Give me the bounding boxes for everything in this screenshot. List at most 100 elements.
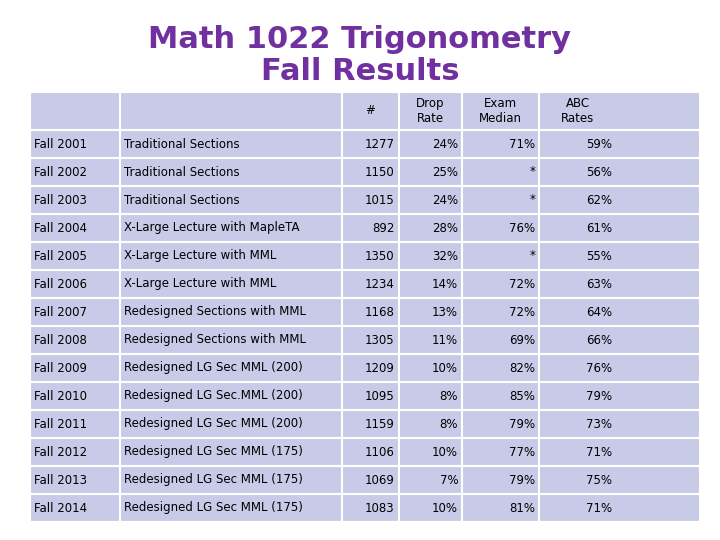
Text: 1159: 1159 xyxy=(364,417,395,430)
Text: 63%: 63% xyxy=(586,278,612,291)
FancyBboxPatch shape xyxy=(30,326,700,354)
Text: Fall 2006: Fall 2006 xyxy=(34,278,87,291)
Text: 66%: 66% xyxy=(586,334,612,347)
Text: 1277: 1277 xyxy=(364,138,395,151)
Text: 1083: 1083 xyxy=(365,502,395,515)
FancyBboxPatch shape xyxy=(30,92,700,130)
Text: 8%: 8% xyxy=(440,389,458,402)
Text: 10%: 10% xyxy=(432,502,458,515)
Text: Fall 2014: Fall 2014 xyxy=(34,502,87,515)
Text: Traditional Sections: Traditional Sections xyxy=(125,138,240,151)
Text: Redesigned Sections with MML: Redesigned Sections with MML xyxy=(125,306,307,319)
FancyBboxPatch shape xyxy=(30,438,700,466)
Text: 72%: 72% xyxy=(509,278,535,291)
Text: Fall 2004: Fall 2004 xyxy=(34,221,87,234)
Text: Redesigned Sections with MML: Redesigned Sections with MML xyxy=(125,334,307,347)
Text: 55%: 55% xyxy=(586,249,612,262)
Text: Drop
Rate: Drop Rate xyxy=(416,97,444,125)
Text: 69%: 69% xyxy=(509,334,535,347)
Text: 892: 892 xyxy=(372,221,395,234)
Text: Redesigned LG Sec MML (200): Redesigned LG Sec MML (200) xyxy=(125,417,303,430)
Text: 81%: 81% xyxy=(509,502,535,515)
FancyBboxPatch shape xyxy=(30,494,700,522)
Text: Fall 2011: Fall 2011 xyxy=(34,417,87,430)
Text: Traditional Sections: Traditional Sections xyxy=(125,165,240,179)
Text: 32%: 32% xyxy=(432,249,458,262)
Text: Math 1022 Trigonometry: Math 1022 Trigonometry xyxy=(148,25,572,55)
Text: 71%: 71% xyxy=(509,138,535,151)
Text: 13%: 13% xyxy=(432,306,458,319)
Text: 1350: 1350 xyxy=(365,249,395,262)
Text: 1069: 1069 xyxy=(364,474,395,487)
Text: 76%: 76% xyxy=(509,221,535,234)
Text: 76%: 76% xyxy=(586,361,612,375)
Text: 79%: 79% xyxy=(586,389,612,402)
Text: Redesigned LG Sec MML (175): Redesigned LG Sec MML (175) xyxy=(125,446,303,458)
Text: 14%: 14% xyxy=(432,278,458,291)
Text: ABC
Rates: ABC Rates xyxy=(561,97,594,125)
FancyBboxPatch shape xyxy=(30,130,700,158)
Text: Redesigned LG Sec MML (175): Redesigned LG Sec MML (175) xyxy=(125,474,303,487)
Text: 28%: 28% xyxy=(432,221,458,234)
Text: Fall 2002: Fall 2002 xyxy=(34,165,87,179)
Text: 1168: 1168 xyxy=(364,306,395,319)
Text: 8%: 8% xyxy=(440,417,458,430)
FancyBboxPatch shape xyxy=(30,186,700,214)
Text: 11%: 11% xyxy=(432,334,458,347)
FancyBboxPatch shape xyxy=(30,214,700,242)
Text: Fall 2008: Fall 2008 xyxy=(34,334,87,347)
Text: 24%: 24% xyxy=(432,193,458,206)
Text: 25%: 25% xyxy=(432,165,458,179)
Text: Fall 2003: Fall 2003 xyxy=(34,193,87,206)
Text: 1015: 1015 xyxy=(365,193,395,206)
Text: #: # xyxy=(365,105,375,118)
Text: 79%: 79% xyxy=(509,417,535,430)
Text: 79%: 79% xyxy=(509,474,535,487)
Text: 71%: 71% xyxy=(586,502,612,515)
Text: Fall 2013: Fall 2013 xyxy=(34,474,87,487)
Text: 1095: 1095 xyxy=(365,389,395,402)
Text: Fall 2010: Fall 2010 xyxy=(34,389,87,402)
Text: 1150: 1150 xyxy=(365,165,395,179)
Text: 73%: 73% xyxy=(586,417,612,430)
Text: 71%: 71% xyxy=(586,446,612,458)
FancyBboxPatch shape xyxy=(30,466,700,494)
Text: 62%: 62% xyxy=(586,193,612,206)
Text: 10%: 10% xyxy=(432,446,458,458)
Text: 1209: 1209 xyxy=(364,361,395,375)
Text: 56%: 56% xyxy=(586,165,612,179)
Text: 64%: 64% xyxy=(586,306,612,319)
Text: X-Large Lecture with MML: X-Large Lecture with MML xyxy=(125,278,276,291)
Text: 61%: 61% xyxy=(586,221,612,234)
FancyBboxPatch shape xyxy=(30,298,700,326)
FancyBboxPatch shape xyxy=(30,382,700,410)
Text: 1305: 1305 xyxy=(365,334,395,347)
Text: 85%: 85% xyxy=(509,389,535,402)
Text: *: * xyxy=(529,193,535,206)
Text: 82%: 82% xyxy=(509,361,535,375)
Text: 10%: 10% xyxy=(432,361,458,375)
Text: Fall Results: Fall Results xyxy=(261,57,459,86)
Text: 24%: 24% xyxy=(432,138,458,151)
Text: X-Large Lecture with MML: X-Large Lecture with MML xyxy=(125,249,276,262)
FancyBboxPatch shape xyxy=(30,410,700,438)
Text: 1234: 1234 xyxy=(364,278,395,291)
Text: Fall 2005: Fall 2005 xyxy=(34,249,87,262)
Text: Fall 2001: Fall 2001 xyxy=(34,138,87,151)
Text: Fall 2007: Fall 2007 xyxy=(34,306,87,319)
Text: Redesigned LG Sec MML (200): Redesigned LG Sec MML (200) xyxy=(125,361,303,375)
Text: 77%: 77% xyxy=(509,446,535,458)
Text: *: * xyxy=(529,249,535,262)
Text: Traditional Sections: Traditional Sections xyxy=(125,193,240,206)
Text: 75%: 75% xyxy=(586,474,612,487)
Text: Redesigned LG Sec MML (175): Redesigned LG Sec MML (175) xyxy=(125,502,303,515)
FancyBboxPatch shape xyxy=(30,354,700,382)
Text: Fall 2009: Fall 2009 xyxy=(34,361,87,375)
Text: Exam
Median: Exam Median xyxy=(480,97,522,125)
FancyBboxPatch shape xyxy=(30,270,700,298)
Text: 1106: 1106 xyxy=(364,446,395,458)
Text: 59%: 59% xyxy=(586,138,612,151)
Text: *: * xyxy=(529,165,535,179)
FancyBboxPatch shape xyxy=(30,158,700,186)
Text: Redesigned LG Sec.MML (200): Redesigned LG Sec.MML (200) xyxy=(125,389,303,402)
